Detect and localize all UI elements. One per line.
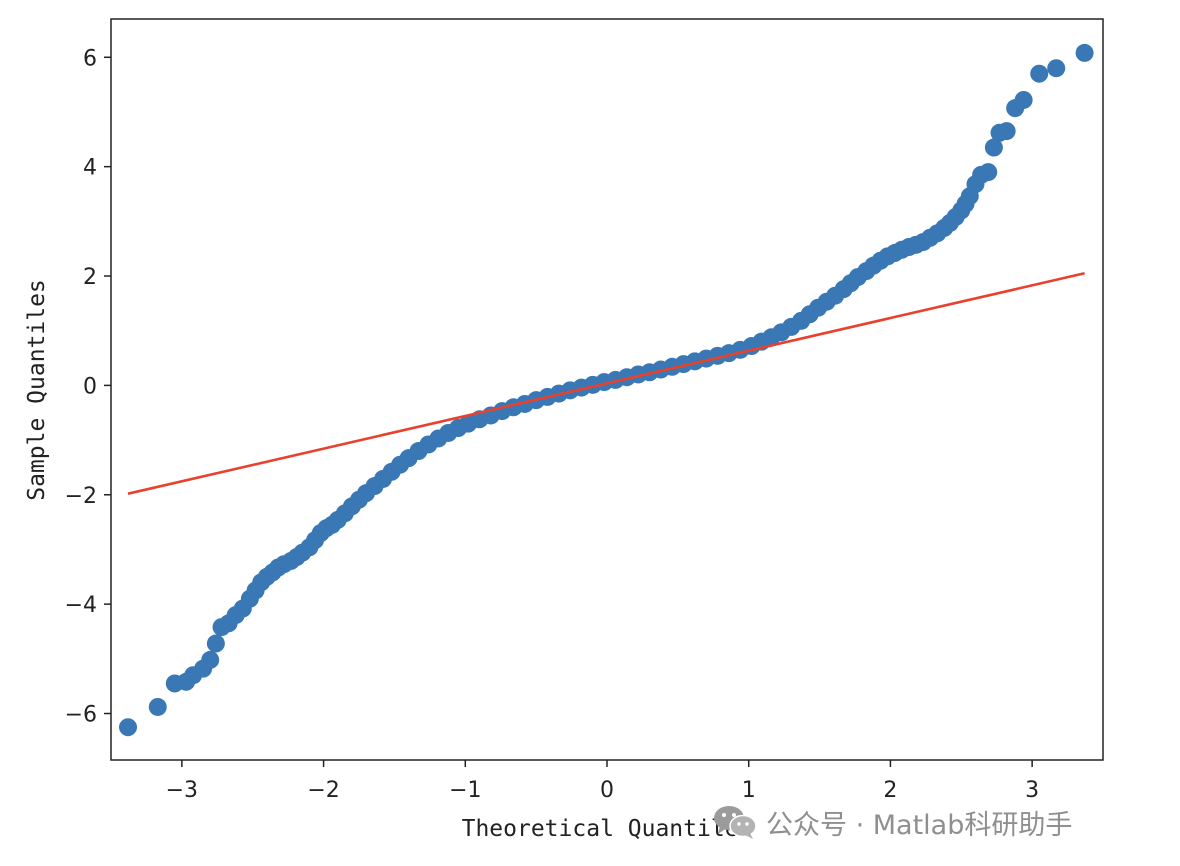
y-tick-label: 4 [83, 156, 97, 181]
x-tick-label: 1 [742, 778, 756, 803]
plot-area [110, 18, 1104, 761]
x-tick-label: −1 [449, 778, 481, 803]
data-point [1047, 59, 1066, 78]
x-tick-label: 3 [1025, 778, 1039, 803]
y-tick-label: 2 [83, 265, 97, 290]
y-tick-label: 6 [83, 46, 97, 71]
y-tick-label: −6 [65, 703, 97, 728]
reference-line-series [127, 272, 1085, 495]
y-tick-label: 0 [83, 374, 97, 399]
y-tick-label: −4 [65, 593, 97, 618]
y-axis-label: Sample Quantiles [24, 279, 50, 501]
x-tick-label: −2 [307, 778, 339, 803]
data-point [979, 163, 998, 182]
data-point [119, 718, 138, 737]
x-tick-label: 0 [600, 778, 614, 803]
x-axis: −3 −2 −1 0 1 2 3 [166, 760, 1039, 803]
y-tick-label: −2 [65, 484, 97, 509]
data-point [997, 122, 1016, 141]
data-point [1030, 64, 1049, 83]
y-axis: −6 −4 −2 0 2 4 6 [65, 46, 111, 728]
x-tick-label: 2 [883, 778, 897, 803]
data-point [984, 138, 1003, 157]
x-axis-label: Theoretical Quantiles [462, 816, 753, 842]
data-point [1075, 43, 1094, 62]
scatter-series [119, 43, 1094, 737]
data-point [201, 650, 220, 669]
data-point [1014, 90, 1033, 109]
x-tick-label: −3 [166, 778, 198, 803]
data-point [148, 697, 167, 716]
data-point [206, 634, 225, 653]
reference-line [127, 272, 1085, 495]
